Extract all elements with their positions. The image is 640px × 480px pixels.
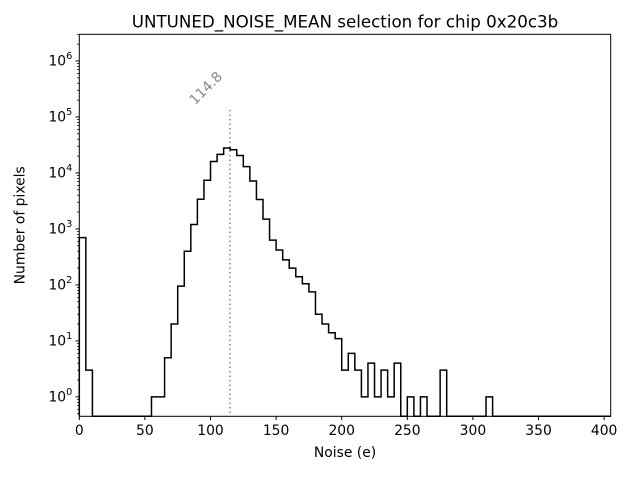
y-tick-label: 101 xyxy=(48,331,72,350)
y-tick-label: 100 xyxy=(48,387,72,406)
y-tick-label: 103 xyxy=(48,219,72,238)
y-axis-label: Number of pixels xyxy=(13,166,29,284)
chart-title: UNTUNED_NOISE_MEAN selection for chip 0x… xyxy=(132,12,558,33)
axis-tick-labels: 0 50 100 150 200 250 300 350 400 100 101 102 103 104 1… xyxy=(48,51,617,439)
x-tick-label: 300 xyxy=(460,423,487,439)
y-tick-label: 105 xyxy=(48,107,72,126)
y-tick-label: 102 xyxy=(48,275,72,294)
x-tick-label: 0 xyxy=(75,423,84,439)
x-tick-label: 50 xyxy=(136,423,154,439)
plot-background xyxy=(79,34,611,417)
y-tick-label: 104 xyxy=(48,163,72,182)
x-tick-label: 250 xyxy=(394,423,421,439)
x-tick-label: 100 xyxy=(197,423,224,439)
x-tick-label: 350 xyxy=(525,423,552,439)
x-tick-label: 150 xyxy=(263,423,290,439)
axes-spines xyxy=(78,33,612,417)
y-tick-label: 106 xyxy=(48,51,72,70)
x-tick-label: 200 xyxy=(328,423,355,439)
x-tick-label: 400 xyxy=(591,423,618,439)
x-axis-label: Noise (e) xyxy=(314,445,376,461)
